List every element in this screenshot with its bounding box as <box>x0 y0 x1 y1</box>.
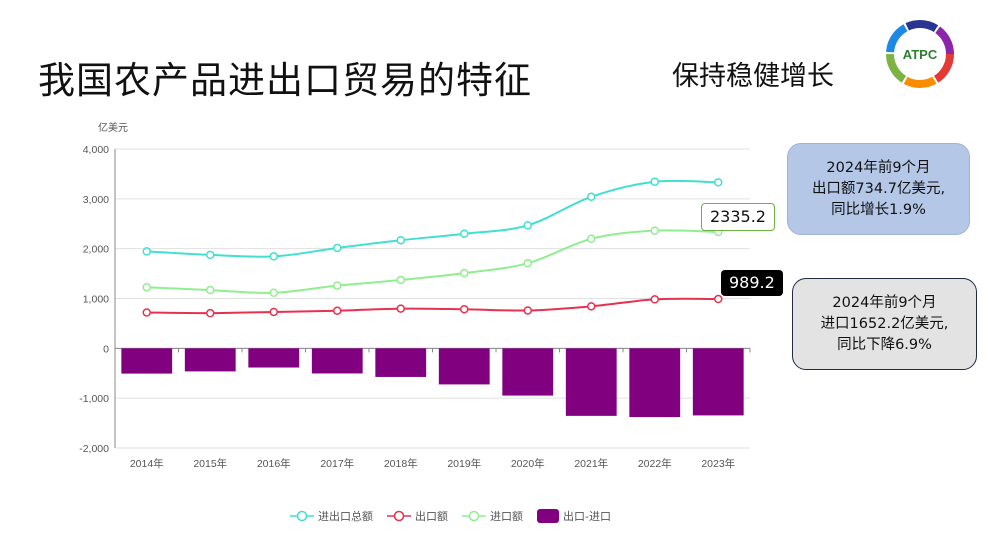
point-total <box>142 247 151 256</box>
point-export <box>333 306 342 315</box>
export-note-line: 出口额734.7亿美元, <box>811 180 946 197</box>
point-import <box>523 258 532 268</box>
point-import <box>396 275 405 285</box>
x-tick-label: 2020年 <box>511 457 545 470</box>
point-export <box>206 308 215 318</box>
point-total <box>460 229 469 238</box>
point-import <box>269 288 278 298</box>
legend-label: 出口额 <box>415 510 448 523</box>
point-import <box>206 285 215 295</box>
legend-item-import[interactable]: 进口额 <box>462 508 523 524</box>
export-note-line: 同比增长1.9% <box>831 201 926 218</box>
y-tick-label: 4,000 <box>83 144 109 156</box>
page-title: 我国农产品进出口贸易的特征 <box>38 59 532 102</box>
line-total <box>146 179 719 258</box>
point-export <box>523 306 532 315</box>
bar-swatch-icon <box>537 509 559 523</box>
point-export <box>142 308 151 317</box>
point-export <box>650 295 659 304</box>
import-note-line: 同比下降6.9% <box>837 336 932 353</box>
bar-balance <box>438 348 490 385</box>
atpc-logo: ATPC <box>886 20 954 88</box>
import-note: 2024年前9个月 进口1652.2亿美元, 同比下降6.9% <box>792 278 977 370</box>
line-marker-icon <box>462 510 486 522</box>
x-tick-label: 2023年 <box>701 457 735 470</box>
point-export <box>714 294 723 304</box>
point-total <box>523 221 532 230</box>
x-tick-label: 2018年 <box>384 457 418 470</box>
point-total <box>587 192 596 202</box>
bar-balance <box>248 348 300 368</box>
line-import <box>146 229 719 294</box>
point-total <box>333 243 342 253</box>
legend-label: 进口额 <box>490 510 523 523</box>
x-tick-label: 2017年 <box>320 457 354 470</box>
point-export <box>396 304 405 313</box>
y-axis-label: 亿美元 <box>98 121 128 134</box>
point-import <box>650 226 659 235</box>
y-tick-label: 2,000 <box>83 244 109 256</box>
point-import <box>460 268 469 278</box>
bar-balance <box>502 348 554 396</box>
point-export <box>269 307 278 317</box>
point-total <box>714 178 723 187</box>
bar-balance <box>629 348 681 418</box>
line-marker-icon <box>290 510 314 522</box>
point-export <box>587 302 596 311</box>
point-total <box>650 177 659 186</box>
point-import <box>587 234 596 244</box>
y-tick-label: -2,000 <box>79 443 109 455</box>
x-tick-label: 2019年 <box>447 457 481 470</box>
point-export <box>460 304 469 314</box>
svg-text:ATPC: ATPC <box>903 47 938 62</box>
legend-item-total[interactable]: 进出口总额 <box>290 508 373 524</box>
point-total <box>396 235 405 245</box>
import-note-line: 进口1652.2亿美元, <box>820 315 949 332</box>
tooltip-import-2023: 2335.2 <box>701 203 775 231</box>
line-marker-icon <box>387 510 411 522</box>
x-tick-label: 2021年 <box>574 457 608 470</box>
bar-balance <box>121 348 173 374</box>
x-tick-label: 2014年 <box>130 457 164 470</box>
bar-balance <box>565 348 617 416</box>
point-total <box>206 250 215 260</box>
import-note-line: 2024年前9个月 <box>832 294 937 311</box>
legend-item-balance[interactable]: 出口-进口 <box>537 508 611 524</box>
legend-label: 出口-进口 <box>563 510 611 523</box>
export-note: 2024年前9个月 出口额734.7亿美元, 同比增长1.9% <box>787 143 970 235</box>
y-tick-label: 0 <box>103 343 109 355</box>
y-tick-label: 3,000 <box>83 194 109 206</box>
bar-balance <box>375 348 427 377</box>
page-subtitle: 保持稳健增长 <box>672 61 834 92</box>
x-tick-label: 2022年 <box>638 457 672 470</box>
x-tick-label: 2015年 <box>193 457 227 470</box>
legend: 进出口总额 出口额 进口额 出口-进口 <box>290 508 611 524</box>
x-tick-label: 2016年 <box>257 457 291 470</box>
point-import <box>142 282 151 292</box>
bar-balance <box>184 348 236 372</box>
point-total <box>269 252 278 261</box>
tooltip-export-2023: 989.2 <box>721 270 783 296</box>
legend-item-export[interactable]: 出口额 <box>387 508 448 524</box>
line-export <box>146 297 719 315</box>
y-tick-label: 1,000 <box>83 294 109 306</box>
export-note-line: 2024年前9个月 <box>826 159 931 176</box>
point-import <box>333 281 342 290</box>
bar-balance <box>692 348 744 416</box>
y-tick-label: -1,000 <box>79 393 109 405</box>
bar-balance <box>311 348 363 374</box>
legend-label: 进出口总额 <box>318 510 373 523</box>
